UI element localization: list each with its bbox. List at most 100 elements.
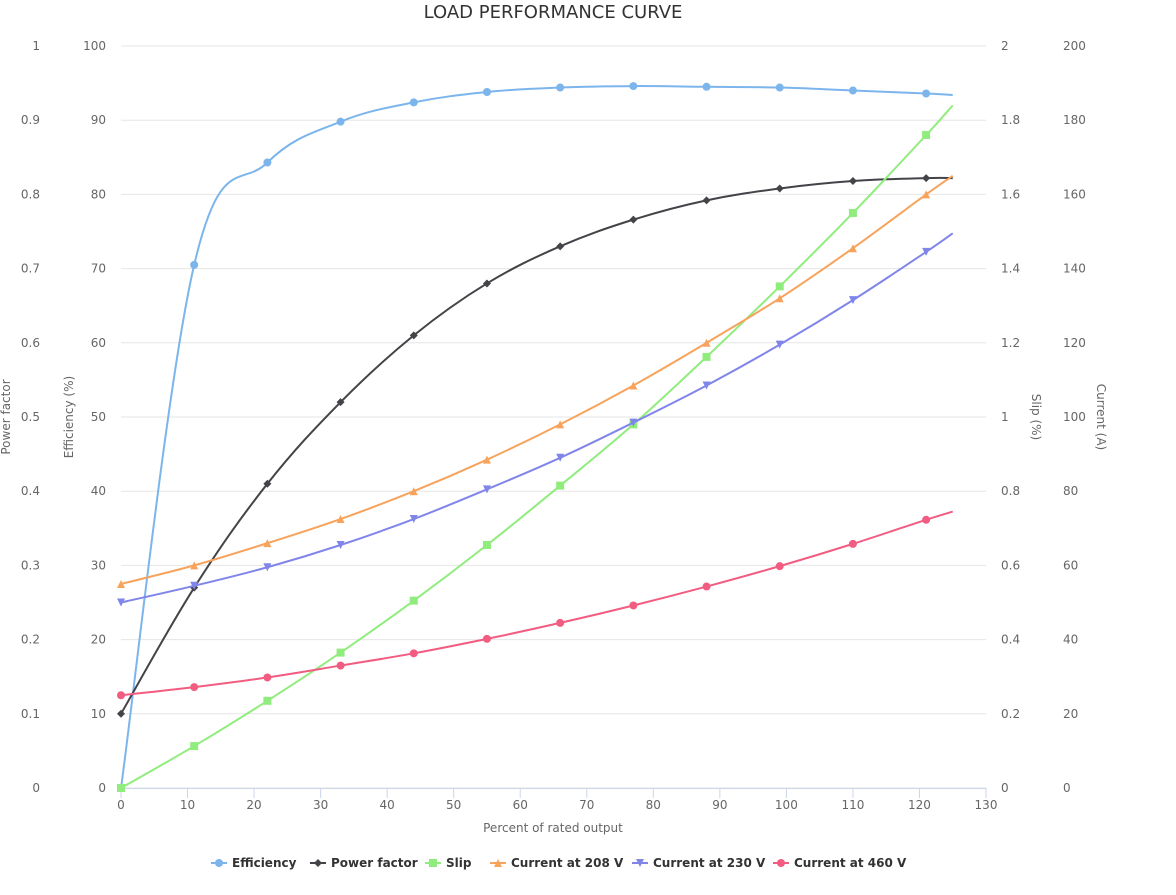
legend-item-slip[interactable]: Slip bbox=[425, 856, 472, 870]
eff-axis-title: Efficiency (%) bbox=[62, 376, 76, 458]
current-at-460-v-point bbox=[629, 601, 638, 610]
x-tick-label: 80 bbox=[646, 798, 661, 812]
current-at-230-v-point bbox=[629, 418, 638, 427]
legend-label: Slip bbox=[446, 856, 472, 870]
slip-point bbox=[409, 596, 418, 605]
eff-axis-tick-label: 40 bbox=[91, 484, 106, 498]
series-layer bbox=[117, 82, 954, 792]
current-at-230-v-point bbox=[409, 515, 418, 524]
pf-axis-tick-label: 0 bbox=[32, 781, 40, 795]
current-at-230-v-point bbox=[482, 485, 491, 494]
x-tick-label: 10 bbox=[180, 798, 195, 812]
eff-axis-tick-label: 50 bbox=[91, 410, 106, 424]
series-line-power-factor bbox=[120, 176, 953, 715]
x-tick-label: 40 bbox=[380, 798, 395, 812]
legend-item-current-at-208-v[interactable]: Current at 208 V bbox=[490, 856, 624, 870]
cur-axis-title: Current (A) bbox=[1094, 384, 1108, 450]
efficiency-point bbox=[922, 89, 931, 98]
legend-slip-point bbox=[429, 859, 437, 867]
current-at-208-v-point bbox=[117, 579, 125, 588]
current-at-460-v-point bbox=[190, 683, 199, 692]
efficiency-point bbox=[409, 98, 418, 107]
series-slip bbox=[117, 104, 954, 792]
current-at-460-v-point bbox=[922, 515, 931, 524]
legend-item-efficiency[interactable]: Efficiency bbox=[211, 856, 297, 870]
eff-axis-tick-label: 0 bbox=[98, 781, 106, 795]
current-at-208-v-point bbox=[702, 338, 711, 347]
efficiency-point bbox=[190, 260, 199, 269]
slip-axis-tick-label: 2 bbox=[1001, 39, 1009, 53]
legend: Efficiency Power factor Slip Current at 208… bbox=[211, 856, 907, 870]
current-at-460-v-point bbox=[117, 691, 125, 700]
series-line-current-at-230-v bbox=[120, 232, 954, 604]
eff-axis-tick-label: 10 bbox=[91, 707, 106, 721]
cur-axis-tick-label: 40 bbox=[1063, 633, 1078, 647]
pf-axis-tick-label: 0.1 bbox=[21, 707, 40, 721]
current-at-460-v-point bbox=[556, 618, 565, 627]
current-at-208-v-point bbox=[775, 294, 784, 303]
cur-axis-tick-label: 180 bbox=[1063, 113, 1086, 127]
x-axis-title: Percent of rated output bbox=[483, 821, 623, 835]
current-at-460-v-point bbox=[482, 634, 491, 643]
cur-axis-tick-label: 20 bbox=[1063, 707, 1078, 721]
cur-axis-tick-label: 120 bbox=[1063, 336, 1086, 350]
slip-axis-tick-label: 1.6 bbox=[1001, 187, 1020, 201]
x-tick-label: 110 bbox=[841, 798, 864, 812]
x-tick-label: 100 bbox=[775, 798, 798, 812]
pf-axis-tick-label: 0.2 bbox=[21, 633, 40, 647]
legend-item-current-at-230-v[interactable]: Current at 230 V bbox=[632, 856, 766, 870]
x-tick-label: 0 bbox=[117, 798, 125, 812]
slip-point bbox=[922, 131, 931, 140]
slip-point bbox=[482, 540, 491, 549]
legend-item-power-factor[interactable]: Power factor bbox=[310, 856, 418, 870]
legend-item-current-at-460-v[interactable]: Current at 460 V bbox=[773, 856, 907, 870]
series-current-at-460-v bbox=[117, 510, 954, 700]
x-tick-label: 90 bbox=[712, 798, 727, 812]
pf-axis-tick-label: 0.7 bbox=[21, 262, 40, 276]
pf-axis-tick-label: 0.5 bbox=[21, 410, 40, 424]
current-at-208-v-point bbox=[848, 244, 857, 253]
slip-point bbox=[190, 742, 199, 751]
chart-title: LOAD PERFORMANCE CURVE bbox=[424, 2, 683, 23]
x-tick-label: 130 bbox=[975, 798, 998, 812]
slip-axis-tick-label: 0.6 bbox=[1001, 558, 1020, 572]
x-tick-label: 60 bbox=[513, 798, 528, 812]
cur-axis-tick-label: 140 bbox=[1063, 262, 1086, 276]
series-line-slip bbox=[120, 104, 954, 789]
power-factor-point bbox=[556, 242, 565, 251]
power-factor-point bbox=[922, 174, 931, 183]
pf-axis-tick-label: 0.9 bbox=[21, 113, 40, 127]
power-factor-point bbox=[336, 398, 345, 407]
legend-efficiency-point bbox=[215, 859, 223, 867]
pf-axis-tick-label: 1 bbox=[32, 39, 40, 53]
legend-current-at-230-v-point bbox=[636, 859, 644, 867]
efficiency-point bbox=[848, 86, 857, 95]
slip-point bbox=[702, 352, 711, 361]
x-tick-label: 120 bbox=[908, 798, 931, 812]
series-current-at-230-v bbox=[117, 232, 954, 607]
slip-axis-tick-label: 0.4 bbox=[1001, 633, 1020, 647]
axes: 0 10 20 30 40 50 60 70 80 90 100 110 120 13000.10.20.… bbox=[0, 39, 1108, 812]
cur-axis-tick-label: 80 bbox=[1063, 484, 1078, 498]
current-at-208-v-point bbox=[336, 515, 345, 524]
current-at-230-v-point bbox=[556, 453, 565, 462]
legend-label: Current at 230 V bbox=[653, 856, 766, 870]
current-at-460-v-point bbox=[263, 673, 272, 682]
x-tick-label: 20 bbox=[246, 798, 261, 812]
legend-current-at-460-v-point bbox=[777, 859, 785, 867]
cur-axis-tick-label: 0 bbox=[1063, 781, 1071, 795]
eff-axis-tick-label: 60 bbox=[91, 336, 106, 350]
power-factor-point bbox=[629, 215, 638, 224]
current-at-230-v-point bbox=[117, 598, 125, 607]
legend-label: Efficiency bbox=[232, 856, 297, 870]
slip-axis-tick-label: 0 bbox=[1001, 781, 1009, 795]
slip-axis-tick-label: 0.2 bbox=[1001, 707, 1020, 721]
slip-axis-tick-label: 1.4 bbox=[1001, 262, 1020, 276]
eff-axis-tick-label: 70 bbox=[91, 262, 106, 276]
series-efficiency bbox=[117, 82, 953, 792]
grid-lines bbox=[121, 45, 986, 789]
slip-axis-tick-label: 1.2 bbox=[1001, 336, 1020, 350]
power-factor-point bbox=[263, 479, 272, 488]
series-current-at-208-v bbox=[117, 175, 954, 588]
